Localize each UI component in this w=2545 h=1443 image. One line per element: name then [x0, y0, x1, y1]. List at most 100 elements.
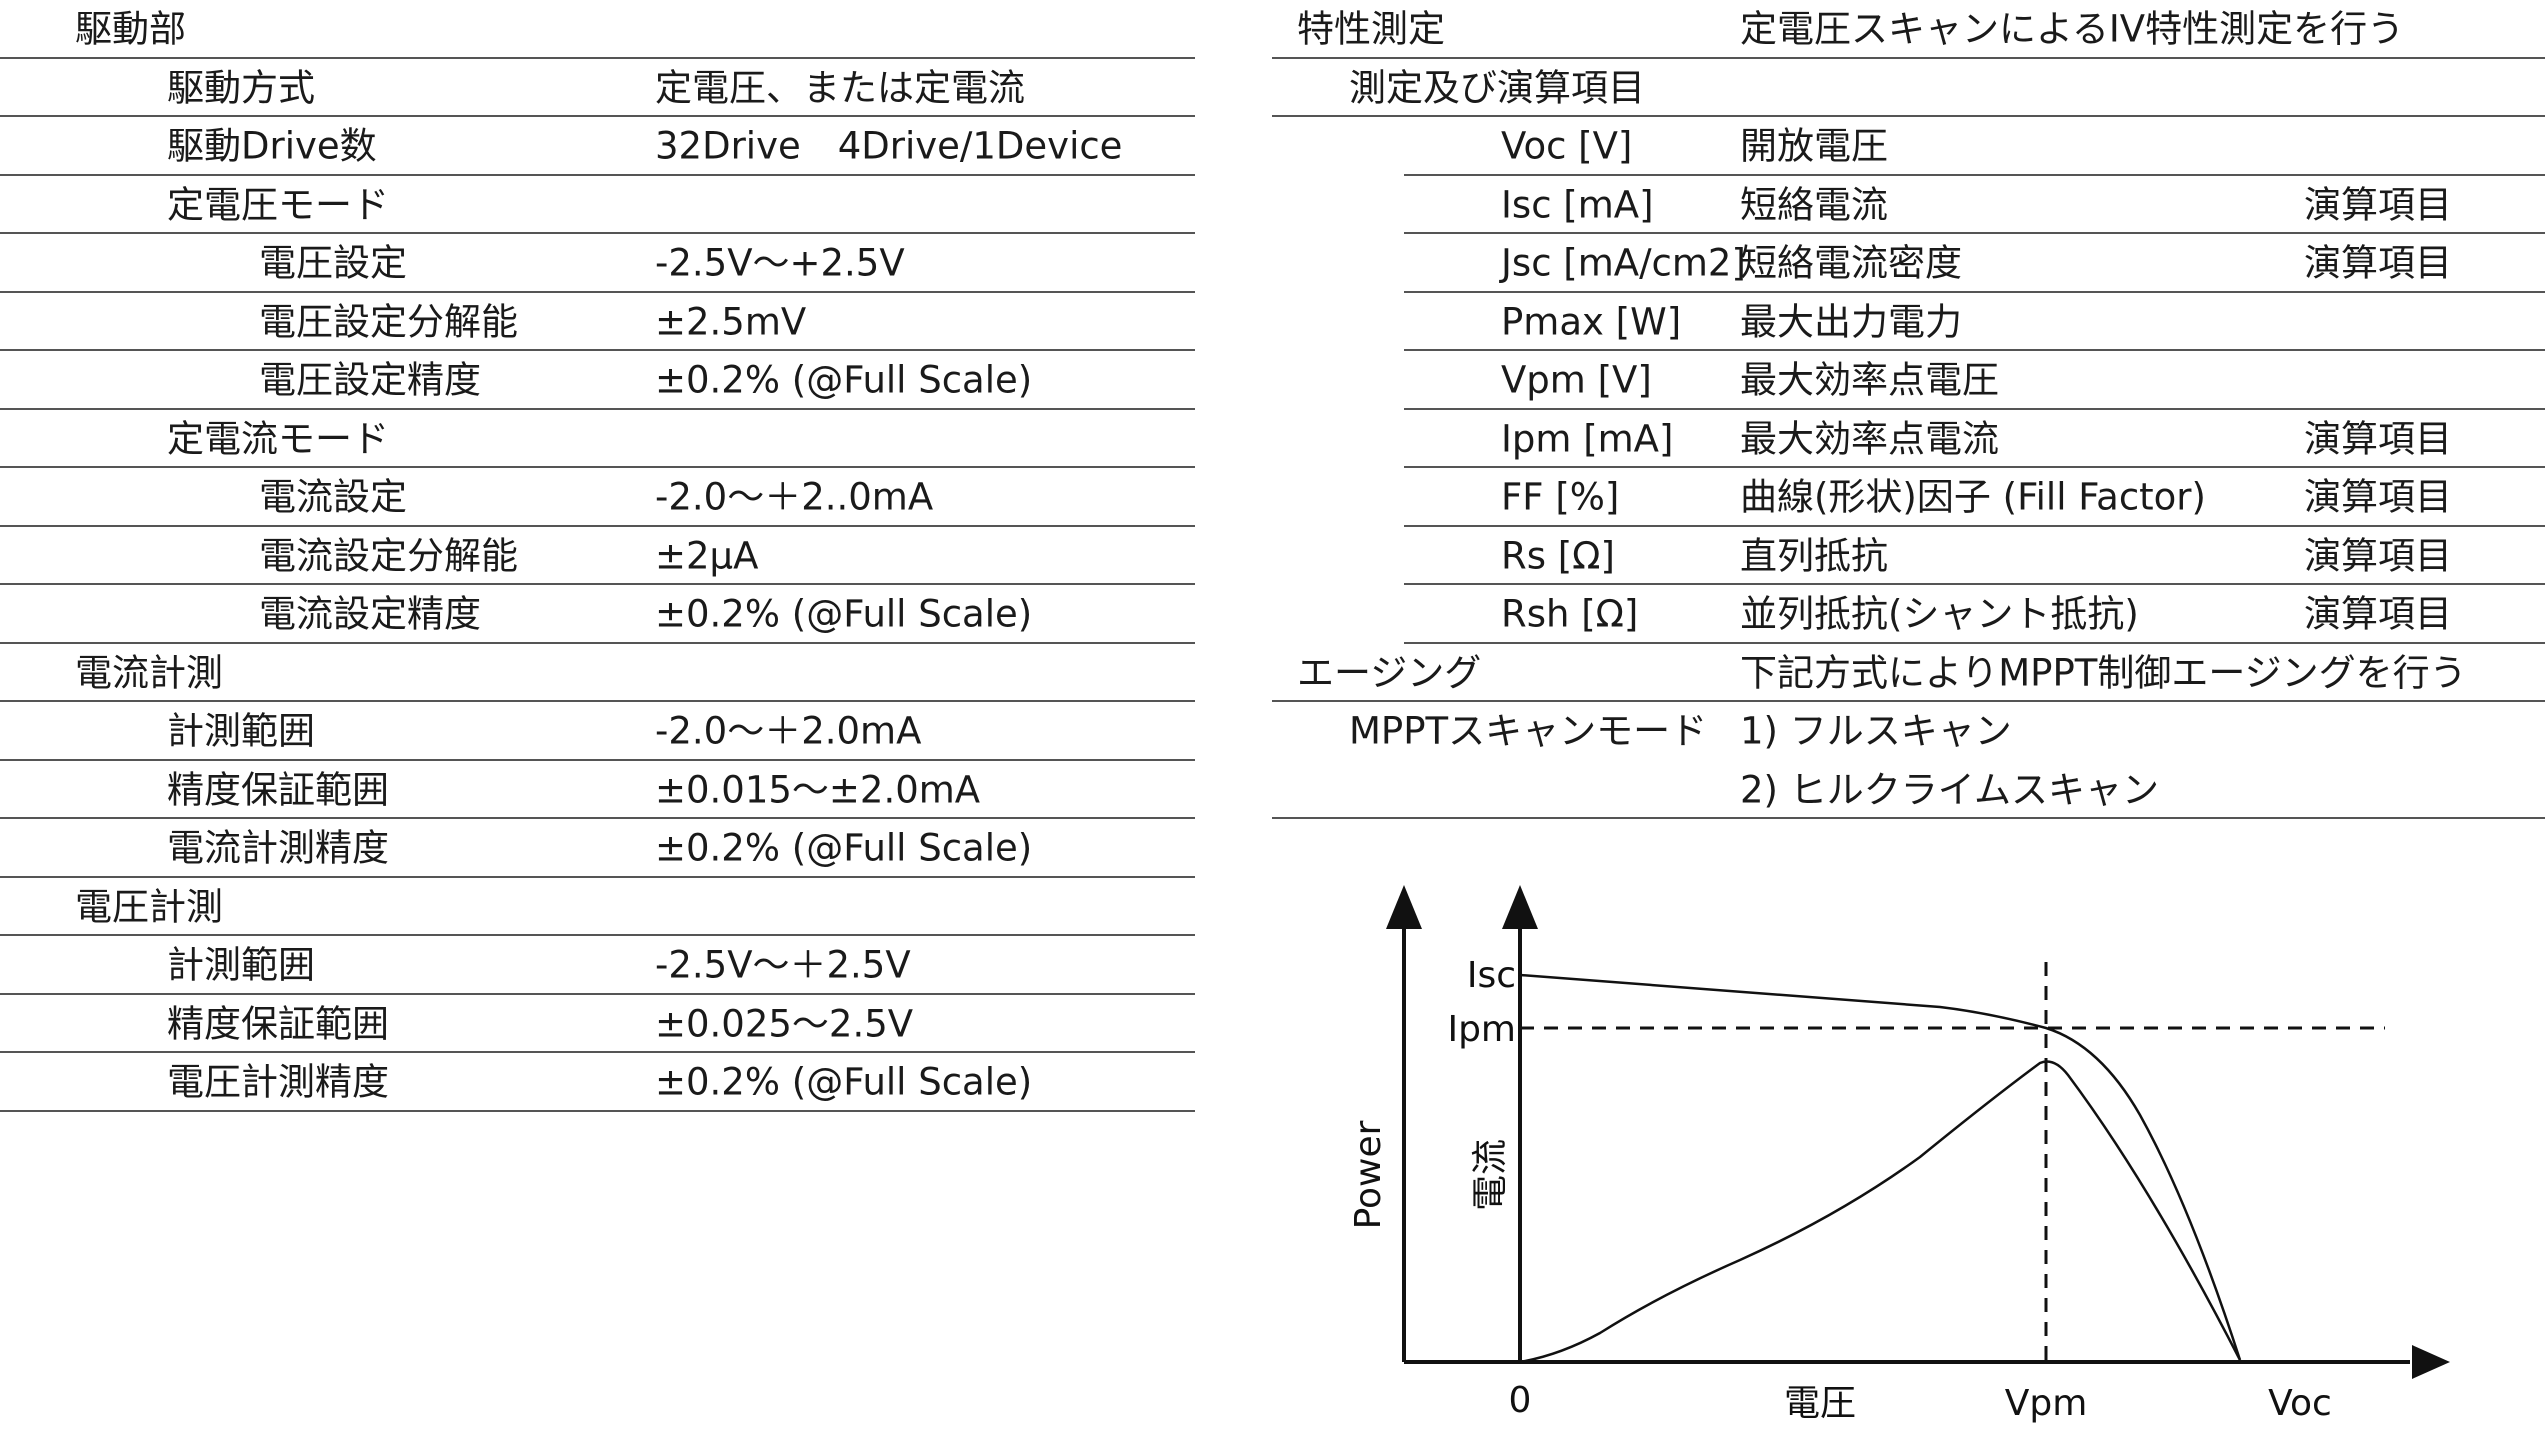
row-value: ±0.015～±2.0mA — [655, 768, 981, 812]
vpm-label: Vpm — [2005, 1383, 2088, 1424]
measurement-spec-table: 特性測定 定電圧スキャンによるIV特性測定を行う 測定及び演算項目 Voc [V] 開放… — [1272, 0, 2545, 819]
row-divider — [0, 1109, 1195, 1112]
row-divider — [1404, 524, 2545, 527]
table-row: Isc [mA] 短絡電流 演算項目 — [1272, 176, 2545, 234]
row-label: 電流計測精度 — [167, 826, 389, 870]
row-divider — [0, 290, 1195, 293]
row-value: ±2μA — [655, 534, 759, 578]
table-row: Vpm [V] 最大効率点電圧 — [1272, 351, 2545, 410]
table-row: 電流設定分解能 ±2μA — [0, 527, 1195, 585]
row-label: 駆動部 — [75, 7, 186, 51]
table-row: Pmax [W] 最大出力電力 — [1272, 293, 2545, 351]
table-row: 駆動Drive数 32Drive 4Drive/1Device — [0, 117, 1195, 176]
iv-curve — [1519, 973, 2242, 1361]
table-row: 測定及び演算項目 — [1272, 59, 2545, 117]
row-value: 下記方式によりMPPT制御エージングを行う — [1740, 651, 2467, 695]
table-row: 駆動方式 定電圧、または定電流 — [0, 59, 1195, 117]
row-divider — [1272, 700, 2545, 702]
row-value: ±2.5mV — [655, 300, 807, 344]
row-label: 精度保証範囲 — [167, 768, 389, 812]
row-label: Isc [mA] — [1501, 183, 1654, 227]
table-row: FF [%] 曲線(形状)因子 (Fill Factor) 演算項目 — [1272, 468, 2545, 527]
row-label: 電圧計測 — [75, 885, 223, 929]
table-row: Ipm [mA] 最大効率点電流 演算項目 — [1272, 410, 2545, 468]
row-label: Voc [V] — [1501, 124, 1633, 168]
row-divider — [0, 934, 1195, 936]
iv-curve-diagram: Power 電流 Isc Ipm 0 電圧 Vpm Voc — [1340, 885, 2450, 1439]
table-row: 駆動部 — [0, 0, 1195, 59]
table-row: 電流設定精度 ±0.2% (@Full Scale) — [0, 585, 1195, 644]
row-divider — [1404, 173, 2545, 176]
row-note: 演算項目 — [2304, 534, 2452, 578]
row-value: 開放電圧 — [1740, 124, 1888, 168]
table-row: 電流計測精度 ±0.2% (@Full Scale) — [0, 819, 1195, 878]
current-axis-label: 電流 — [1470, 1139, 1511, 1211]
row-value: 短絡電流 — [1740, 183, 1888, 227]
row-label: 電圧設定分解能 — [259, 300, 518, 344]
row-note: 演算項目 — [2304, 475, 2452, 519]
origin-label: 0 — [1509, 1380, 1532, 1421]
table-row: 計測範囲 -2.0～＋2.0mA — [0, 702, 1195, 761]
table-row: 2) ヒルクライムスキャン — [1272, 761, 2545, 819]
row-note: 演算項目 — [2304, 241, 2452, 285]
table-row: 電流設定 -2.0～＋2..0mA — [0, 468, 1195, 527]
row-divider — [1404, 407, 2545, 410]
row-divider — [1404, 232, 2545, 234]
row-label: Rs [Ω] — [1501, 534, 1615, 578]
row-value: 短絡電流密度 — [1740, 241, 1962, 285]
row-divider — [0, 115, 1195, 117]
row-label: 定電圧モード — [167, 183, 389, 227]
table-row: 計測範囲 -2.5V～＋2.5V — [0, 936, 1195, 995]
row-value: 32Drive 4Drive/1Device — [655, 124, 1123, 168]
voc-label: Voc — [2268, 1383, 2332, 1424]
table-row: 特性測定 定電圧スキャンによるIV特性測定を行う — [1272, 0, 2545, 59]
row-divider — [0, 583, 1195, 585]
table-row: 電圧計測精度 ±0.2% (@Full Scale) — [0, 1053, 1195, 1112]
row-value: ±0.2% (@Full Scale) — [655, 1060, 1033, 1104]
table-row: エージング 下記方式によりMPPT制御エージングを行う — [1272, 644, 2545, 702]
row-divider — [0, 56, 1195, 59]
row-label: Jsc [mA/cm2] — [1501, 241, 1746, 285]
row-label: 駆動方式 — [167, 66, 315, 110]
isc-label: Isc — [1467, 955, 1516, 996]
row-divider — [0, 700, 1195, 702]
row-divider — [0, 232, 1195, 234]
row-value: 曲線(形状)因子 (Fill Factor) — [1740, 475, 2206, 519]
row-label: 電圧計測精度 — [167, 1060, 389, 1104]
row-value: ±0.2% (@Full Scale) — [655, 358, 1033, 402]
row-label: 電流設定精度 — [259, 592, 481, 636]
table-row: Rs [Ω] 直列抵抗 演算項目 — [1272, 527, 2545, 585]
table-row: Rsh [Ω] 並列抵抗(シャント抵抗) 演算項目 — [1272, 585, 2545, 644]
row-label: Ipm [mA] — [1501, 417, 1674, 461]
row-divider — [0, 992, 1195, 995]
row-label: 電圧設定 — [259, 241, 407, 285]
voltage-axis-arrow-icon — [2412, 1345, 2450, 1379]
row-label: 電流設定分解能 — [259, 534, 518, 578]
table-row: 定電流モード — [0, 410, 1195, 468]
row-divider — [0, 407, 1195, 410]
row-value: -2.0～＋2.0mA — [655, 709, 922, 753]
row-divider — [1404, 349, 2545, 351]
row-divider — [0, 349, 1195, 351]
power-axis-label: Power — [1348, 1120, 1389, 1229]
row-label: 駆動Drive数 — [167, 124, 377, 168]
row-value: 並列抵抗(シャント抵抗) — [1740, 592, 2139, 636]
row-value: 2) ヒルクライムスキャン — [1740, 768, 2159, 812]
row-divider — [0, 641, 1195, 644]
row-divider — [1404, 466, 2545, 468]
table-row: 電圧計測 — [0, 878, 1195, 936]
table-row: 電圧設定分解能 ±2.5mV — [0, 293, 1195, 351]
row-value: -2.0～＋2..0mA — [655, 475, 934, 519]
row-label: Pmax [W] — [1501, 300, 1682, 344]
row-label: 電圧設定精度 — [259, 358, 481, 402]
table-row: Jsc [mA/cm2] 短絡電流密度 演算項目 — [1272, 234, 2545, 293]
row-label: エージング — [1297, 651, 1482, 695]
row-value: 直列抵抗 — [1740, 534, 1888, 578]
table-row: 電流計測 — [0, 644, 1195, 702]
row-value: ±0.2% (@Full Scale) — [655, 592, 1033, 636]
row-divider — [1404, 290, 2545, 293]
table-row: 定電圧モード — [0, 176, 1195, 234]
row-divider — [0, 524, 1195, 527]
row-divider — [0, 817, 1195, 819]
row-label: 精度保証範囲 — [167, 1002, 389, 1046]
